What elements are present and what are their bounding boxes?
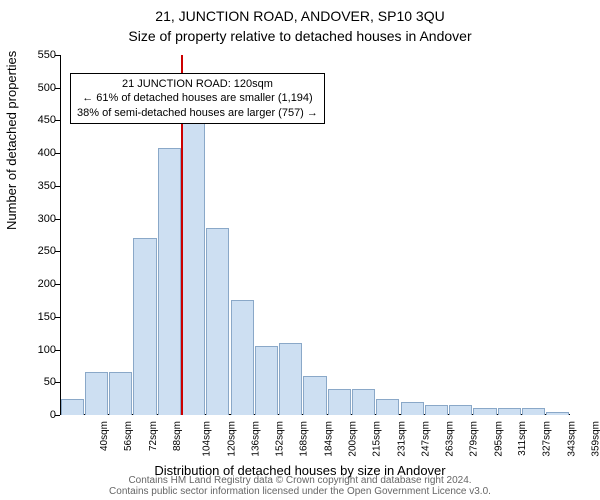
x-tick-label: 152sqm xyxy=(275,421,286,457)
histogram-bar xyxy=(449,405,472,415)
histogram-bar xyxy=(279,343,302,415)
y-tick-label: 50 xyxy=(26,376,56,388)
x-tick-label: 88sqm xyxy=(172,421,183,451)
x-tick-label: 327sqm xyxy=(542,421,553,457)
y-tick-mark xyxy=(55,251,60,252)
y-tick-mark xyxy=(55,88,60,89)
y-tick-label: 100 xyxy=(26,344,56,356)
x-tick-label: 247sqm xyxy=(420,421,431,457)
histogram-bar xyxy=(498,408,521,415)
y-tick-mark xyxy=(55,153,60,154)
x-tick-label: 56sqm xyxy=(123,421,134,451)
histogram-bar xyxy=(328,389,351,415)
histogram-bar xyxy=(473,408,496,415)
chart-plot-area: 05010015020025030035040045050055040sqm56… xyxy=(60,55,570,415)
y-tick-mark xyxy=(55,120,60,121)
y-tick-label: 500 xyxy=(26,82,56,94)
histogram-bar xyxy=(425,405,448,415)
histogram-bar xyxy=(401,402,424,415)
x-tick-label: 279sqm xyxy=(469,421,480,457)
y-axis-line xyxy=(60,55,61,415)
annotation-box: 21 JUNCTION ROAD: 120sqm← 61% of detache… xyxy=(70,73,325,124)
x-tick-label: 168sqm xyxy=(299,421,310,457)
y-tick-mark xyxy=(55,219,60,220)
histogram-bar xyxy=(231,300,254,415)
y-tick-mark xyxy=(55,350,60,351)
histogram-bar xyxy=(376,399,399,415)
y-tick-mark xyxy=(55,317,60,318)
x-tick-label: 343sqm xyxy=(566,421,577,457)
x-tick-label: 136sqm xyxy=(250,421,261,457)
x-tick-label: 72sqm xyxy=(148,421,159,451)
y-tick-mark xyxy=(55,186,60,187)
histogram-bar xyxy=(61,399,84,415)
attribution-text: Contains HM Land Registry data © Crown c… xyxy=(0,475,600,497)
x-tick-label: 104sqm xyxy=(202,421,213,457)
histogram-bar xyxy=(182,119,205,416)
y-axis-label: Number of detached properties xyxy=(4,51,19,230)
histogram-bar xyxy=(133,238,156,415)
annotation-line: 21 JUNCTION ROAD: 120sqm xyxy=(77,77,318,91)
x-tick-label: 263sqm xyxy=(445,421,456,457)
histogram-bar xyxy=(522,408,545,415)
x-tick-label: 40sqm xyxy=(99,421,110,451)
histogram-bar xyxy=(352,389,375,415)
page-address-title: 21, JUNCTION ROAD, ANDOVER, SP10 3QU xyxy=(0,0,600,24)
y-tick-label: 150 xyxy=(26,311,56,323)
y-tick-label: 200 xyxy=(26,278,56,290)
histogram-bar xyxy=(158,148,181,415)
annotation-line: ← 61% of detached houses are smaller (1,… xyxy=(77,91,318,105)
histogram-bar xyxy=(303,376,326,415)
y-tick-mark xyxy=(55,284,60,285)
y-tick-label: 550 xyxy=(26,49,56,61)
histogram-bar xyxy=(206,228,229,415)
x-tick-label: 295sqm xyxy=(493,421,504,457)
attribution-line-2: Contains public sector information licen… xyxy=(0,486,600,497)
annotation-line: 38% of semi-detached houses are larger (… xyxy=(77,106,318,120)
x-tick-label: 215sqm xyxy=(372,421,383,457)
y-tick-mark xyxy=(55,55,60,56)
histogram-bar xyxy=(546,412,569,415)
x-tick-label: 120sqm xyxy=(226,421,237,457)
attribution-line-1: Contains HM Land Registry data © Crown c… xyxy=(0,475,600,486)
y-tick-mark xyxy=(55,382,60,383)
x-tick-label: 184sqm xyxy=(323,421,334,457)
y-tick-mark xyxy=(55,415,60,416)
y-tick-label: 450 xyxy=(26,114,56,126)
y-tick-label: 250 xyxy=(26,245,56,257)
histogram-bar xyxy=(109,372,132,415)
y-tick-label: 300 xyxy=(26,213,56,225)
x-tick-label: 200sqm xyxy=(348,421,359,457)
y-tick-label: 350 xyxy=(26,180,56,192)
histogram-bar xyxy=(255,346,278,415)
chart-title: Size of property relative to detached ho… xyxy=(0,24,600,44)
histogram-bar xyxy=(85,372,108,415)
y-tick-label: 0 xyxy=(26,409,56,421)
x-tick-label: 231sqm xyxy=(396,421,407,457)
x-tick-label: 311sqm xyxy=(517,421,528,456)
y-tick-label: 400 xyxy=(26,147,56,159)
x-tick-label: 359sqm xyxy=(590,421,600,457)
